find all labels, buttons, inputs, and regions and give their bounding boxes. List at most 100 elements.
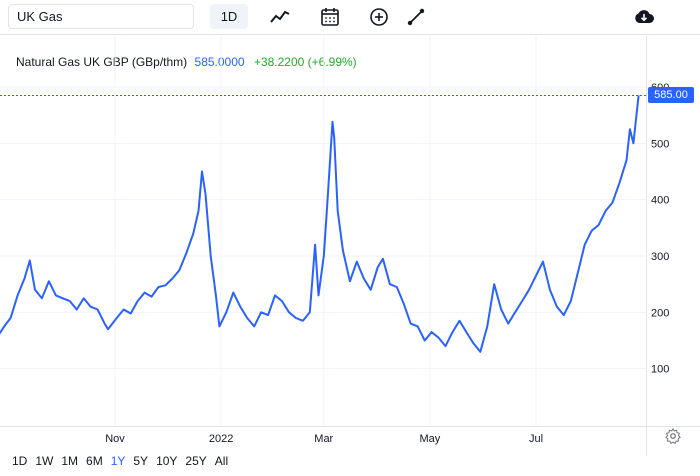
- data-point: [632, 142, 634, 144]
- data-point: [137, 300, 139, 302]
- calendar-icon[interactable]: [318, 5, 342, 29]
- symbol-search-input[interactable]: [8, 4, 194, 29]
- data-point: [314, 244, 316, 246]
- chart-area[interactable]: 100200300400500600Nov2022MarMayJul 585.0…: [0, 36, 700, 476]
- y-tick-label: 400: [651, 195, 669, 207]
- series-change: +38.2200 (+6.99%): [253, 55, 357, 69]
- data-point: [55, 294, 57, 296]
- cloud-download-icon[interactable]: [632, 5, 656, 29]
- range-button-1w[interactable]: 1W: [35, 454, 54, 468]
- add-compare-icon[interactable]: [367, 5, 391, 29]
- data-point: [556, 306, 558, 308]
- x-tick-label: Mar: [314, 433, 333, 445]
- data-point: [377, 266, 379, 268]
- data-point: [403, 303, 405, 305]
- data-point: [10, 317, 12, 319]
- data-point: [389, 283, 391, 285]
- data-point: [302, 320, 304, 322]
- data-point: [323, 255, 325, 257]
- data-point: [514, 311, 516, 313]
- price-chart[interactable]: 100200300400500600Nov2022MarMayJul: [0, 36, 700, 476]
- series-name: Natural Gas UK GBP (GBp/thm): [16, 55, 188, 69]
- data-point: [76, 309, 78, 311]
- data-point: [218, 325, 220, 327]
- data-point: [445, 345, 447, 347]
- data-point: [626, 159, 628, 161]
- data-point: [549, 289, 551, 291]
- data-point: [542, 261, 544, 263]
- x-tick-label: May: [419, 433, 440, 445]
- data-point: [535, 275, 537, 277]
- data-point: [577, 272, 579, 274]
- data-point: [281, 300, 283, 302]
- range-button-10y[interactable]: 10Y: [156, 454, 178, 468]
- data-point: [605, 210, 607, 212]
- range-selector: 1D 1W 1M 6M 1Y 5Y 10Y 25Y All: [12, 454, 236, 468]
- range-button-1m[interactable]: 1M: [61, 454, 79, 468]
- indicator-icon[interactable]: [268, 5, 292, 29]
- data-point: [97, 309, 99, 311]
- y-tick-label: 100: [651, 364, 669, 376]
- data-point: [232, 292, 234, 294]
- data-point: [382, 258, 384, 260]
- data-point: [4, 324, 6, 326]
- data-point: [424, 340, 426, 342]
- data-point: [431, 331, 433, 333]
- data-point: [123, 309, 125, 311]
- data-point: [260, 311, 262, 313]
- data-point: [29, 260, 31, 262]
- data-point: [612, 202, 614, 204]
- data-point: [452, 331, 454, 333]
- range-button-1d[interactable]: 1D: [12, 454, 28, 468]
- data-point: [165, 284, 167, 286]
- data-point: [370, 289, 372, 291]
- data-point: [528, 289, 530, 291]
- data-point: [570, 300, 572, 302]
- range-button-5y[interactable]: 5Y: [133, 454, 149, 468]
- data-point: [246, 317, 248, 319]
- drawing-icon[interactable]: [404, 5, 428, 29]
- data-point: [598, 224, 600, 226]
- range-button-1y[interactable]: 1Y: [110, 454, 126, 468]
- data-point: [349, 280, 351, 282]
- series-price: 585.0000: [194, 55, 245, 69]
- data-point: [151, 296, 153, 298]
- data-point: [130, 313, 132, 315]
- data-point: [507, 323, 509, 325]
- range-button-25y[interactable]: 25Y: [185, 454, 207, 468]
- last-price-tag: 585.00: [648, 87, 694, 104]
- range-button-6m[interactable]: 6M: [86, 454, 103, 468]
- x-tick-label: Nov: [105, 433, 125, 445]
- chart-legend: Natural Gas UK GBP (GBp/thm) 585.0000 +3…: [16, 55, 357, 69]
- data-point: [363, 278, 365, 280]
- data-point: [521, 300, 523, 302]
- data-point: [192, 233, 194, 235]
- data-point: [396, 286, 398, 288]
- data-point: [591, 230, 593, 232]
- data-point: [107, 328, 109, 330]
- data-point: [337, 210, 339, 212]
- data-point: [438, 337, 440, 339]
- x-tick-label: Jul: [529, 433, 543, 445]
- data-point: [295, 317, 297, 319]
- gear-icon[interactable]: [664, 427, 682, 445]
- data-point: [178, 269, 180, 271]
- data-point: [459, 320, 461, 322]
- y-tick-label: 200: [651, 307, 669, 319]
- data-point: [417, 325, 419, 327]
- data-point: [500, 309, 502, 311]
- data-point: [479, 351, 481, 353]
- interval-button[interactable]: 1D: [210, 4, 248, 29]
- data-point: [48, 280, 50, 282]
- data-point: [410, 323, 412, 325]
- data-point: [563, 314, 565, 316]
- data-point: [24, 278, 26, 280]
- data-point: [239, 306, 241, 308]
- data-point: [584, 244, 586, 246]
- data-point: [210, 255, 212, 257]
- range-button-all[interactable]: All: [214, 454, 229, 468]
- data-point: [90, 306, 92, 308]
- data-point: [629, 128, 631, 130]
- data-point: [253, 325, 255, 327]
- data-point: [318, 294, 320, 296]
